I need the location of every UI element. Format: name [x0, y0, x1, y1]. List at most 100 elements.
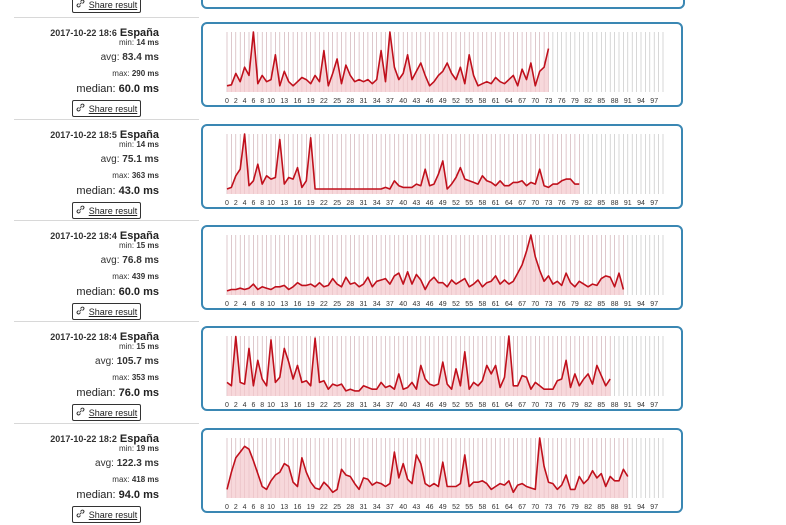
- x-tick-label: 40: [399, 98, 407, 105]
- x-tick-label: 19: [307, 504, 315, 511]
- x-tick-label: 55: [465, 504, 473, 511]
- x-tick-label: 49: [439, 402, 447, 409]
- x-tick-label: 37: [386, 402, 394, 409]
- min-label: min:: [118, 38, 137, 47]
- min-stat: min: 14 ms: [14, 140, 159, 149]
- max-stat: max: 363 ms: [14, 171, 159, 180]
- x-tick-label: 2: [234, 98, 238, 105]
- x-tick-label: 4: [243, 504, 247, 511]
- x-tick-label: 91: [624, 402, 632, 409]
- max-label: max:: [112, 171, 132, 180]
- x-tick-label: 34: [373, 301, 381, 308]
- x-tick-label: 31: [360, 504, 368, 511]
- row-divider: [14, 220, 199, 221]
- timestamp: 2017-10-22 18:2: [50, 434, 117, 444]
- x-tick-label: 67: [518, 402, 526, 409]
- avg-label: avg:: [100, 52, 123, 63]
- x-tick-label: 94: [637, 504, 645, 511]
- x-tick-label: 28: [346, 504, 354, 511]
- chart-svg: 0 2 4 6 8 10 13 16 19 22 25 28 31 34 37 40 43 46 49 52 55 58 6…: [225, 335, 664, 409]
- previous-chart-box: [201, 0, 685, 9]
- median-label: median:: [76, 387, 119, 399]
- x-tick-label: 2: [234, 402, 238, 409]
- x-tick-label: 34: [373, 504, 381, 511]
- median-label: median:: [76, 185, 119, 197]
- avg-value: 83.4 ms: [122, 52, 159, 63]
- min-label: min:: [118, 140, 137, 149]
- x-tick-label: 70: [531, 504, 539, 511]
- country-name: España: [119, 27, 159, 39]
- share-label: Share result: [88, 103, 138, 114]
- share-label: Share result: [88, 0, 138, 10]
- x-tick-label: 46: [426, 98, 434, 105]
- x-tick-label: 61: [492, 301, 500, 308]
- x-tick-label: 25: [333, 200, 341, 207]
- x-tick-label: 4: [243, 200, 247, 207]
- timestamp: 2017-10-22 18:5: [50, 130, 117, 140]
- share-label: Share result: [88, 407, 138, 418]
- x-tick-label: 94: [637, 402, 645, 409]
- result-row: 2017-10-22 18:4 España min: 15 ms avg: 105.…: [14, 321, 786, 423]
- min-value: 15 ms: [136, 342, 159, 351]
- share-label: Share result: [88, 509, 138, 520]
- avg-value: 76.8 ms: [122, 255, 159, 266]
- latency-chart: 0 2 4 6 8 10 13 16 19 22 25 28 31 34 37 40 43 46 49 52 55 58 6…: [201, 124, 683, 209]
- avg-label: avg:: [95, 356, 117, 367]
- x-tick-label: 76: [558, 98, 566, 105]
- x-tick-label: 97: [650, 98, 658, 105]
- series-line: [226, 31, 550, 87]
- result-info: 2017-10-22 18:4 España min: 15 ms avg: 105.…: [14, 322, 199, 423]
- series-line: [226, 335, 611, 392]
- timestamp: 2017-10-22 18:4: [50, 332, 117, 342]
- max-stat: max: 353 ms: [14, 373, 159, 382]
- x-tick-label: 8: [260, 98, 264, 105]
- x-tick-label: 67: [518, 504, 526, 511]
- share-button[interactable]: Share result: [72, 303, 141, 320]
- share-button[interactable]: Share result: [72, 100, 141, 117]
- row-divider: [14, 17, 199, 18]
- share-button[interactable]: Share result: [72, 404, 141, 421]
- x-tick-label: 10: [267, 402, 275, 409]
- x-tick-label: 82: [584, 402, 592, 409]
- x-tick-label: 43: [413, 402, 421, 409]
- x-tick-label: 67: [518, 200, 526, 207]
- x-tick-label: 6: [251, 200, 255, 207]
- avg-value: 75.1 ms: [122, 154, 159, 165]
- x-tick-label: 61: [492, 200, 500, 207]
- median-stat: median: 60.0 ms: [14, 83, 159, 95]
- latency-chart: 0 2 4 6 8 10 13 16 19 22 25 28 31 34 37 40 43 46 49 52 55 58 6…: [201, 428, 683, 513]
- x-tick-label: 85: [597, 504, 605, 511]
- min-value: 19 ms: [136, 444, 159, 453]
- x-tick-label: 16: [294, 98, 302, 105]
- latency-chart: 0 2 4 6 8 10 13 16 19 22 25 28 31 34 37 40 43 46 49 52 55 58 6…: [201, 225, 683, 310]
- x-tick-label: 22: [320, 402, 328, 409]
- avg-label: avg:: [100, 255, 123, 266]
- x-tick-label: 91: [624, 200, 632, 207]
- avg-value: 105.7 ms: [116, 356, 159, 367]
- x-tick-label: 43: [413, 504, 421, 511]
- x-tick-label: 37: [386, 301, 394, 308]
- x-tick-label: 10: [267, 98, 275, 105]
- x-tick-label: 34: [373, 98, 381, 105]
- country-name: España: [119, 129, 159, 141]
- country-name: España: [119, 331, 159, 343]
- chart-svg: 0 2 4 6 8 10 13 16 19 22 25 28 31 34 37 40 43 46 49 52 55 58 6…: [225, 234, 664, 308]
- x-tick-label: 82: [584, 504, 592, 511]
- x-tick-label: 64: [505, 98, 513, 105]
- chart-svg: 0 2 4 6 8 10 13 16 19 22 25 28 31 34 37 40 43 46 49 52 55 58 6…: [225, 437, 664, 511]
- x-tick-label: 73: [545, 301, 553, 308]
- country-name: España: [119, 230, 159, 242]
- share-button[interactable]: Share result: [72, 202, 141, 219]
- x-tick-label: 16: [294, 200, 302, 207]
- x-tick-label: 67: [518, 301, 526, 308]
- x-tick-label: 16: [294, 504, 302, 511]
- x-tick-label: 31: [360, 200, 368, 207]
- x-tick-label: 73: [545, 200, 553, 207]
- x-tick-label: 28: [346, 98, 354, 105]
- share-button[interactable]: Share result: [72, 506, 141, 523]
- x-tick-label: 22: [320, 98, 328, 105]
- share-button[interactable]: Share result: [72, 0, 141, 13]
- x-tick-label: 64: [505, 200, 513, 207]
- avg-stat: avg: 83.4 ms: [14, 52, 159, 63]
- x-tick-label: 13: [280, 301, 288, 308]
